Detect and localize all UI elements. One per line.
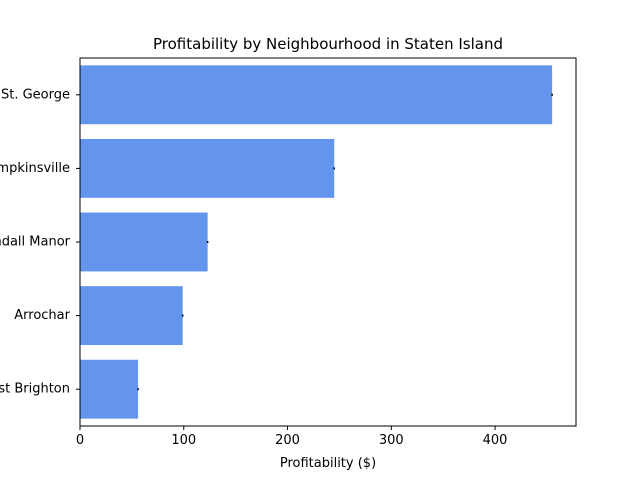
y-axis: St. George Tompkinsville Randall Manor Arro… [0,87,80,397]
x-tick-label: 200 [275,433,300,448]
x-axis: 0 100 200 300 400 [76,426,508,448]
x-tick-label: 100 [171,433,196,448]
bar-west-brighton [80,359,139,419]
x-tick-label: 300 [379,433,404,448]
x-tick-label: 400 [483,433,508,448]
y-tick-label: Randall Manor [0,235,71,250]
y-tick-label: Arrochar [14,308,70,323]
y-tick-label: Tompkinsville [0,161,70,176]
x-axis-label: Profitability ($) [280,456,376,471]
bar-randall-manor [80,212,208,272]
plot-area [80,65,553,419]
bar-st-george [80,65,553,125]
bar-tompkinsville [80,138,335,198]
bar-arrochar [80,286,183,346]
y-tick-label: West Brighton [0,382,70,397]
x-tick-label: 0 [76,433,84,448]
chart-title: Profitability by Neighbourhood in Staten… [153,35,503,53]
y-tick-label: St. George [1,87,70,102]
